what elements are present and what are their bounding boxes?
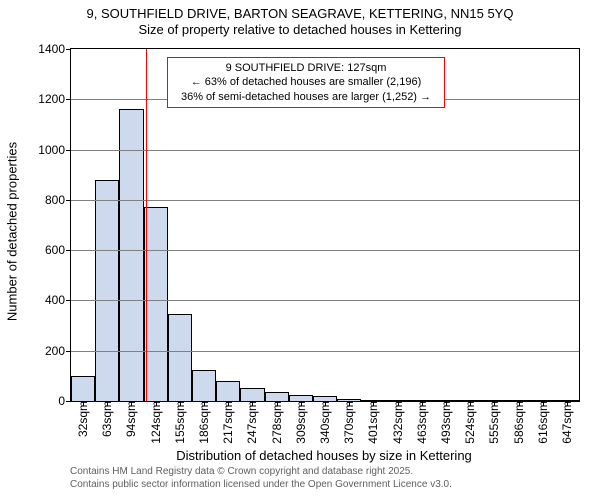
histogram-bar: [240, 388, 264, 401]
y-tick-label: 0: [58, 394, 65, 408]
annotation-line-3: 36% of semi-detached houses are larger (…: [176, 90, 436, 104]
histogram-bar: [216, 381, 240, 401]
histogram-bar: [119, 109, 143, 401]
histogram-bar: [71, 376, 95, 401]
y-tick-label: 600: [45, 243, 65, 257]
x-tick-label: 155sqm: [173, 401, 187, 444]
y-axis-label: Number of detached properties: [5, 56, 20, 408]
reference-line: [146, 49, 147, 401]
y-tick-label: 200: [45, 344, 65, 358]
footnote: Contains HM Land Registry data © Crown c…: [70, 466, 452, 491]
plot-area: 9 SOUTHFIELD DRIVE: 127sqm ← 63% of deta…: [70, 48, 580, 402]
x-tick-label: 647sqm: [560, 401, 574, 444]
title-line-1: 9, SOUTHFIELD DRIVE, BARTON SEAGRAVE, KE…: [0, 6, 600, 22]
histogram-bar: [95, 180, 119, 401]
x-tick-label: 63sqm: [100, 401, 114, 437]
y-tick-label: 400: [45, 293, 65, 307]
annotation-line-1: 9 SOUTHFIELD DRIVE: 127sqm: [176, 61, 436, 75]
x-tick-label: 401sqm: [366, 401, 380, 444]
x-tick-label: 217sqm: [221, 401, 235, 444]
title-line-2: Size of property relative to detached ho…: [0, 22, 600, 38]
histogram-bar: [265, 392, 289, 401]
footnote-line-1: Contains HM Land Registry data © Crown c…: [70, 466, 452, 479]
x-tick-label: 493sqm: [439, 401, 453, 444]
x-tick-label: 370sqm: [342, 401, 356, 444]
x-tick-label: 586sqm: [512, 401, 526, 444]
histogram-bar: [144, 207, 168, 401]
x-tick-label: 432sqm: [391, 401, 405, 444]
annotation-line-2: ← 63% of detached houses are smaller (2,…: [176, 75, 436, 89]
x-tick-label: 124sqm: [149, 401, 163, 444]
x-tick-label: 555sqm: [487, 401, 501, 444]
x-tick-label: 524sqm: [463, 401, 477, 444]
chart-title: 9, SOUTHFIELD DRIVE, BARTON SEAGRAVE, KE…: [0, 6, 600, 39]
histogram-bar: [168, 314, 192, 401]
x-tick-label: 340sqm: [318, 401, 332, 444]
x-tick-label: 247sqm: [245, 401, 259, 444]
x-tick-label: 186sqm: [197, 401, 211, 444]
y-tick-label: 1200: [38, 92, 65, 106]
x-tick-label: 616sqm: [536, 401, 550, 444]
y-tick-label: 1400: [38, 42, 65, 56]
x-tick-label: 94sqm: [124, 401, 138, 437]
annotation-box: 9 SOUTHFIELD DRIVE: 127sqm ← 63% of deta…: [167, 57, 445, 108]
x-tick-label: 278sqm: [270, 401, 284, 444]
footnote-line-2: Contains public sector information licen…: [70, 479, 452, 492]
histogram-bar: [192, 370, 216, 401]
x-tick-label: 463sqm: [415, 401, 429, 444]
y-tick-label: 800: [45, 193, 65, 207]
x-axis-label: Distribution of detached houses by size …: [70, 448, 578, 463]
x-tick-label: 32sqm: [76, 401, 90, 437]
y-tick-label: 1000: [38, 143, 65, 157]
x-tick-label: 309sqm: [294, 401, 308, 444]
